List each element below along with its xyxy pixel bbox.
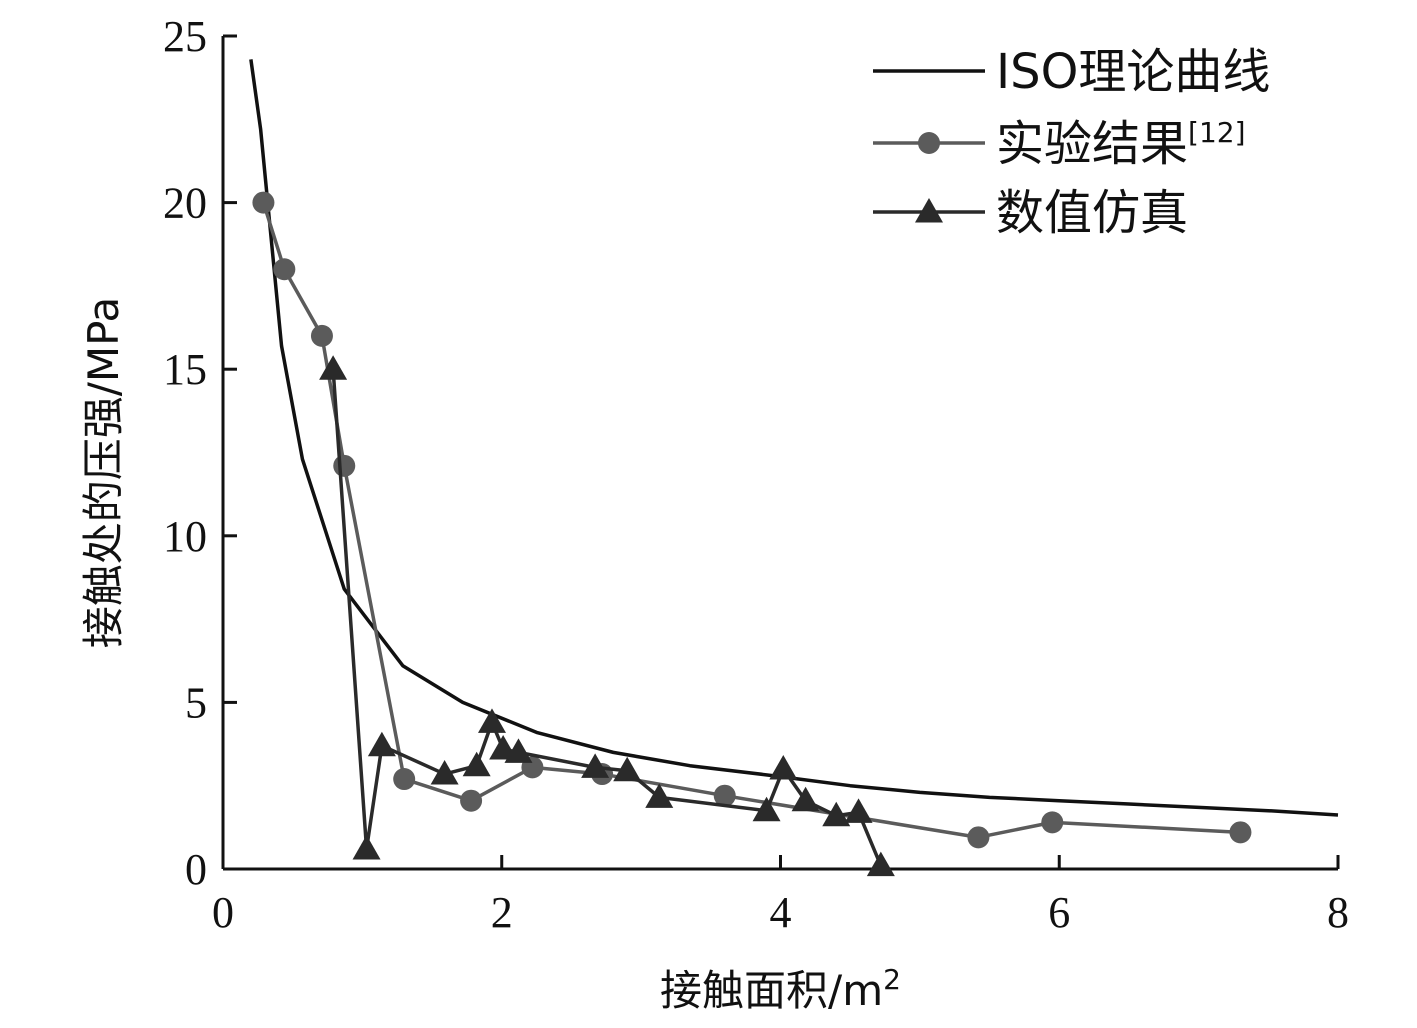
legend-label-sup: [12]: [1188, 116, 1245, 149]
y-tick-label: 15: [163, 345, 207, 394]
legend-label-text: 数值仿真: [996, 185, 1188, 241]
legend-label-text: ISO理论曲线: [996, 44, 1270, 100]
y-tick-label: 20: [163, 179, 207, 228]
series-3-point: [769, 755, 798, 780]
series-3-point: [844, 798, 873, 823]
legend-marker: [915, 198, 943, 223]
series-2-point: [273, 258, 296, 281]
series-3-point: [462, 751, 491, 777]
series-3-point: [430, 760, 459, 785]
series-3-line: [331, 369, 883, 867]
series-2-point: [967, 826, 990, 849]
x-axis-title: 接触面积/m2: [660, 963, 901, 1015]
x-tick-label: 4: [770, 888, 792, 937]
series-2: [252, 191, 1252, 849]
x-axis-title-text: 接触面积/m: [660, 966, 883, 1015]
y-axis-title: 接触处的压强/MPa: [79, 297, 128, 649]
series-2-point: [460, 789, 483, 812]
series-1-line: [249, 59, 1339, 817]
x-tick-label: 0: [212, 888, 234, 937]
x-tick-label: 8: [1327, 888, 1349, 937]
series-2-point: [252, 191, 275, 214]
y-tick-label: 0: [185, 845, 207, 894]
legend-label: 数值仿真: [996, 185, 1188, 241]
series-3-point: [791, 786, 820, 812]
series-3-point: [752, 796, 781, 822]
axes: 0 5 10 15 20 25 0 2 4 6 8: [163, 12, 1349, 937]
y-tick-label: 10: [163, 512, 207, 561]
series-3-point: [866, 851, 895, 877]
series-2-line: [261, 202, 1241, 840]
y-tick-label: 25: [163, 12, 207, 61]
series-2-point: [393, 768, 416, 791]
series-layer: [249, 59, 1339, 877]
series-3: [319, 355, 895, 877]
series-1: [249, 59, 1339, 817]
legend-item-3: 数值仿真: [873, 185, 1188, 241]
series-2-point: [333, 454, 356, 477]
legend-item-1: ISO理论曲线: [873, 44, 1270, 100]
series-3-point: [504, 738, 533, 763]
x-axis-title-sup: 2: [883, 963, 901, 996]
series-2-point: [310, 324, 333, 347]
series-2-point: [1041, 811, 1064, 834]
series-3-point: [367, 731, 396, 757]
series-3-point: [613, 756, 642, 782]
legend-marker: [918, 132, 940, 154]
series-3-point: [581, 753, 610, 778]
legend-label: ISO理论曲线: [996, 44, 1270, 100]
legend-item-2: 实验结果[12]: [873, 116, 1246, 172]
y-tick-label: 5: [185, 678, 207, 727]
series-3-point: [822, 801, 851, 827]
x-tick-label: 6: [1048, 888, 1070, 937]
series-3-point: [477, 708, 506, 733]
legend-label-text: 实验结果: [996, 116, 1188, 172]
x-tick-label: 2: [491, 888, 513, 937]
legend-label: 实验结果[12]: [996, 116, 1246, 172]
series-3-point: [319, 355, 348, 380]
series-3-point: [645, 783, 674, 808]
series-2-point: [713, 784, 736, 807]
series-2-point: [1229, 821, 1252, 844]
series-3-point: [352, 835, 381, 860]
